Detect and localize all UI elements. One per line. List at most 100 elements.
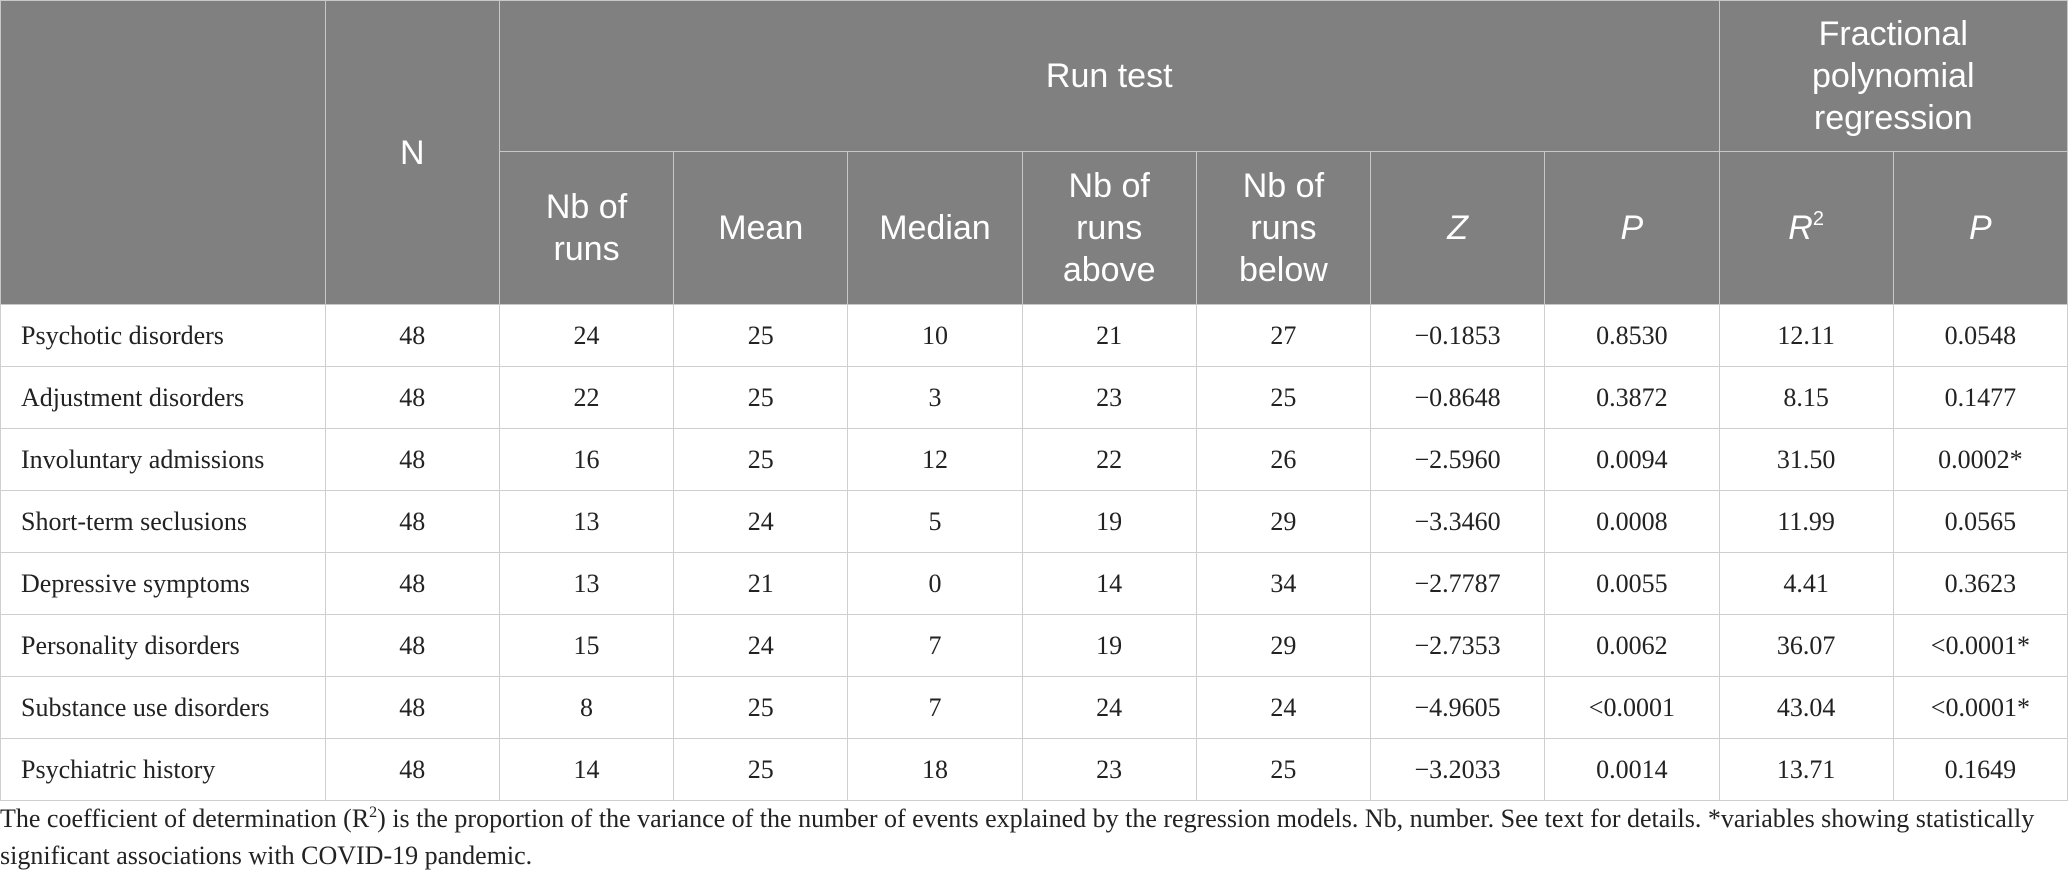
cell-p: 0.0014 [1544,738,1720,801]
cell-label: Depressive symptoms [0,552,326,615]
cell-nb-runs: 15 [498,614,675,677]
cell-n: 48 [324,490,500,553]
cell-runs-below: 34 [1195,552,1372,615]
cell-runs-below: 25 [1195,366,1372,429]
cell-p: 0.3872 [1544,366,1720,429]
cell-mean: 25 [673,738,849,801]
cell-nb-runs: 13 [498,552,675,615]
header-r2-superscript: 2 [1812,208,1824,230]
header-r2-base: R [1788,209,1813,247]
header-above-line1: Nb of [1068,167,1150,205]
cell-label: Substance use disorders [0,676,326,739]
cell-z: −4.9605 [1369,676,1546,739]
cell-nb-runs: 16 [498,428,675,491]
header-median: Median [847,151,1023,305]
header-below-line1: Nb of [1242,167,1325,205]
cell-mean: 25 [673,676,849,739]
cell-label: Involuntary admissions [0,428,326,491]
cell-z: −3.3460 [1369,490,1546,553]
table-row: Psychiatric history 48 14 25 18 23 25 −3.2033 0.… [0,738,2068,801]
cell-median: 3 [847,366,1023,429]
header-nb-runs: Nb of runs [498,151,675,305]
cell-r2: 11.99 [1718,490,1894,553]
header-z: Z [1369,151,1546,305]
footnote-part1: The coefficient of determination (R [0,804,370,833]
cell-fp-p: 0.1477 [1892,366,2068,429]
cell-runs-below: 26 [1195,428,1372,491]
cell-nb-runs: 14 [498,738,675,801]
cell-r2: 12.11 [1718,304,1894,367]
table-row: Depressive symptoms 48 13 21 0 14 34 −2.7787 0.0… [0,552,2068,615]
cell-fp-p: 0.0565 [1892,490,2068,553]
cell-fp-p: 0.3623 [1892,552,2068,615]
cell-fp-p: <0.0001* [1892,614,2068,677]
table-row: Personality disorders 48 15 24 7 19 29 −2.7353 0… [0,614,2068,677]
cell-n: 48 [324,614,500,677]
cell-fp-p: 0.0002* [1892,428,2068,491]
cell-label: Adjustment disorders [0,366,326,429]
cell-median: 10 [847,304,1023,367]
header-fp-line2: polynomial [1811,57,1975,95]
cell-mean: 25 [673,428,849,491]
cell-n: 48 [324,366,500,429]
cell-nb-runs: 22 [498,366,675,429]
header-row-columns: Nb of runs Mean Median Nb of runs above Nb … [1,151,2068,305]
cell-z: −3.2033 [1369,738,1546,801]
cell-mean: 25 [673,366,849,429]
cell-z: −2.5960 [1369,428,1546,491]
header-fp-line3: regression [1813,99,1973,137]
header-r2: R2 [1718,151,1894,305]
cell-median: 7 [847,676,1023,739]
cell-nb-runs: 13 [498,490,675,553]
cell-runs-below: 29 [1195,490,1372,553]
cell-label: Psychiatric history [0,738,326,801]
cell-r2: 43.04 [1718,676,1894,739]
cell-fp-p: 0.1649 [1892,738,2068,801]
cell-runs-above: 23 [1021,366,1197,429]
cell-runs-above: 22 [1021,428,1197,491]
cell-p: <0.0001 [1544,676,1720,739]
cell-z: −0.1853 [1369,304,1546,367]
cell-p: 0.0055 [1544,552,1720,615]
header-below-line3: below [1238,251,1328,289]
cell-runs-below: 29 [1195,614,1372,677]
cell-n: 48 [324,738,500,801]
cell-p: 0.0008 [1544,490,1720,553]
cell-fp-p: <0.0001* [1892,676,2068,739]
cell-mean: 25 [673,304,849,367]
cell-nb-runs: 8 [498,676,675,739]
header-run-test: Run test [498,0,1720,152]
cell-nb-runs: 24 [498,304,675,367]
cell-r2: 31.50 [1718,428,1894,491]
cell-r2: 36.07 [1718,614,1894,677]
table-footnote: The coefficient of determination (R2) is… [0,800,2060,874]
header-fp-p: P [1892,151,2068,305]
cell-fp-p: 0.0548 [1892,304,2068,367]
header-above-line2: runs [1076,209,1143,247]
cell-n: 48 [324,676,500,739]
header-mean: Mean [673,151,849,305]
header-n: N [324,0,500,305]
cell-runs-above: 23 [1021,738,1197,801]
header-runs-below: Nb of runs below [1195,151,1372,305]
table-row: Adjustment disorders 48 22 25 3 23 25 −0.8648 0.… [0,366,2068,429]
table-row: Short-term seclusions 48 13 24 5 19 29 −3.3460 0… [0,490,2068,553]
footnote-part2: ) is the proportion of the variance of t… [0,804,2035,870]
cell-label: Personality disorders [0,614,326,677]
table-body: Psychotic disorders 48 24 25 10 21 27 −0.1853 0.… [0,304,2068,801]
cell-runs-above: 19 [1021,490,1197,553]
cell-runs-below: 25 [1195,738,1372,801]
cell-n: 48 [324,552,500,615]
header-nb-runs-line1: Nb of [545,188,628,226]
table-header: N Run test Fractional polynomial regressio… [0,0,2068,305]
header-runs-above: Nb of runs above [1021,151,1197,305]
cell-n: 48 [324,428,500,491]
cell-runs-above: 19 [1021,614,1197,677]
cell-z: −0.8648 [1369,366,1546,429]
cell-z: −2.7787 [1369,552,1546,615]
header-fractional-polynomial: Fractional polynomial regression [1718,0,2068,152]
cell-mean: 24 [673,490,849,553]
table-row: Involuntary admissions 48 16 25 12 22 26 −2.596… [0,428,2068,491]
cell-runs-below: 27 [1195,304,1372,367]
cell-p: 0.0062 [1544,614,1720,677]
